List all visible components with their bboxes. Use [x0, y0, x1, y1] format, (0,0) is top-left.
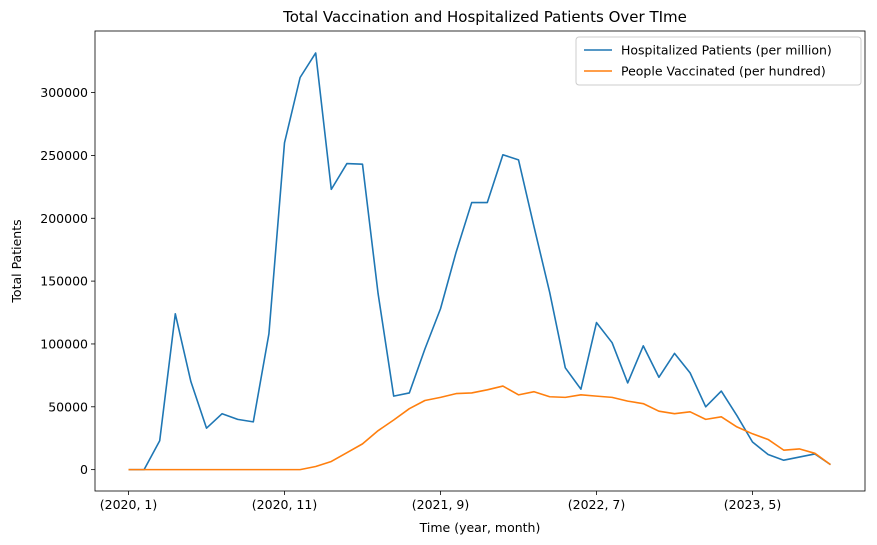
y-tick-label: 200000	[40, 211, 88, 226]
x-axis-title: Time (year, month)	[419, 520, 541, 535]
legend-box	[575, 36, 862, 86]
y-tick-label: 250000	[40, 148, 88, 163]
x-tick-label: (2020, 11)	[252, 497, 317, 512]
series-line-2	[128, 385, 831, 471]
y-axis-title: Total Patients	[9, 219, 24, 303]
plot-frame	[94, 30, 866, 492]
legend: Hospitalized Patients (per million) Peopl…	[575, 36, 862, 86]
y-tick-label: 300000	[40, 85, 88, 100]
chart-title: Total Vaccination and Hospitalized Patie…	[282, 8, 687, 26]
legend-label-1: Hospitalized Patients (per million)	[621, 43, 832, 58]
y-tick-label: 100000	[40, 336, 88, 351]
y-tick-label: 0	[80, 462, 88, 477]
legend-label-2: People Vaccinated (per hundred)	[621, 64, 826, 79]
y-axis: 0 50000 100000 150000 200000 250000 300000	[40, 85, 95, 477]
x-tick-label: (2020, 1)	[100, 497, 157, 512]
x-tick-label: (2021, 9)	[412, 497, 469, 512]
x-axis: (2020, 1) (2020, 11) (2021, 9) (2022, 7) (20…	[100, 491, 781, 512]
y-tick-label: 150000	[40, 274, 88, 289]
y-tick-label: 50000	[48, 399, 88, 414]
x-tick-label: (2022, 7)	[568, 497, 625, 512]
plot-lines	[128, 52, 831, 471]
series-line-1	[128, 52, 831, 471]
x-tick-label: (2023, 5)	[724, 497, 781, 512]
